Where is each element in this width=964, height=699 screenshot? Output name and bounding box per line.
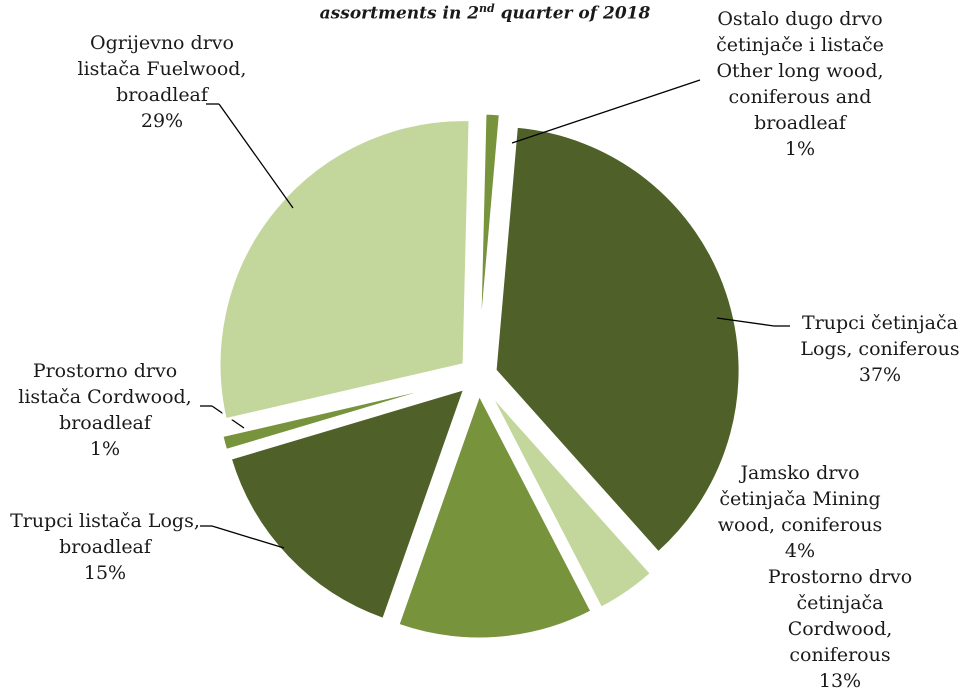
slice-label-line: Prostorno drvo — [767, 566, 913, 588]
leader-line — [716, 317, 775, 327]
slice-label-line: coniferous and — [728, 86, 872, 108]
slice-label-line: broadleaf — [754, 112, 846, 134]
pie-slice — [220, 379, 462, 453]
slice-label: Ostalo dugo drvo četinjače i listače Other… — [700, 6, 900, 162]
slice-label-line: Other long wood, — [716, 60, 884, 82]
slice-label-line: Trupci četinjača — [802, 312, 958, 334]
slice-label-line: četinjača Mining — [719, 488, 881, 510]
slice-label-line: broadleaf — [59, 536, 151, 558]
slice-label-line: Prostorno drvo — [32, 360, 178, 382]
slice-label-line: Jamsko drvo — [740, 462, 860, 484]
leader-line — [211, 525, 285, 549]
slice-label-line: listača Fuelwood, — [77, 58, 247, 80]
slice-label-line: Cordwood, — [787, 618, 893, 640]
slice-percent: 13% — [818, 670, 862, 692]
slice-label: Jamsko drvo četinjača Mining wood, conifer… — [690, 460, 910, 564]
pie-slice — [217, 118, 472, 422]
slice-label-line: coniferous — [789, 644, 891, 666]
slice-label: Ogrijevno drvo listača Fuelwood, broadleaf… — [62, 30, 262, 134]
slice-percent: 1% — [784, 138, 816, 160]
pie-slice — [486, 389, 654, 611]
slice-percent: 1% — [89, 438, 121, 460]
slice-label-line: broadleaf — [116, 84, 208, 106]
slice-percent: 37% — [858, 364, 902, 386]
slice-label-line: Ogrijevno drvo — [90, 32, 234, 54]
leader-line — [218, 103, 294, 209]
slice-percent: 4% — [784, 540, 816, 562]
slice-percent: 15% — [83, 562, 127, 584]
pie-slice — [493, 124, 742, 556]
chart-title: assortments in 2nd quarter of 2018 — [319, 2, 651, 24]
slice-label-line: wood, coniferous — [717, 514, 883, 536]
slice-percent: 29% — [140, 110, 184, 132]
slice-label: Trupci četinjača Logs, coniferous 37% — [780, 310, 964, 388]
slice-label: Prostorno drvo listača Cordwood, broadleaf… — [0, 358, 210, 462]
pie-slice — [477, 111, 502, 359]
pie-slice — [395, 390, 595, 641]
leader-line — [511, 79, 701, 144]
slice-label: Trupci listača Logs, broadleaf 15% — [0, 508, 210, 586]
slice-label-line: Trupci listača Logs, — [10, 510, 200, 532]
slice-label-line: četinjače i listače — [716, 34, 884, 56]
slice-label-line: Ostalo dugo drvo — [717, 8, 883, 30]
slice-label-line: četinjača — [796, 592, 884, 614]
slice-label-line: listača Cordwood, — [18, 386, 192, 408]
slice-label-line: broadleaf — [59, 412, 151, 434]
pie-slice — [228, 386, 468, 622]
slice-label: Prostorno drvo četinjača Cordwood, conifero… — [735, 564, 945, 694]
slice-label-line: Logs, coniferous — [800, 338, 960, 360]
